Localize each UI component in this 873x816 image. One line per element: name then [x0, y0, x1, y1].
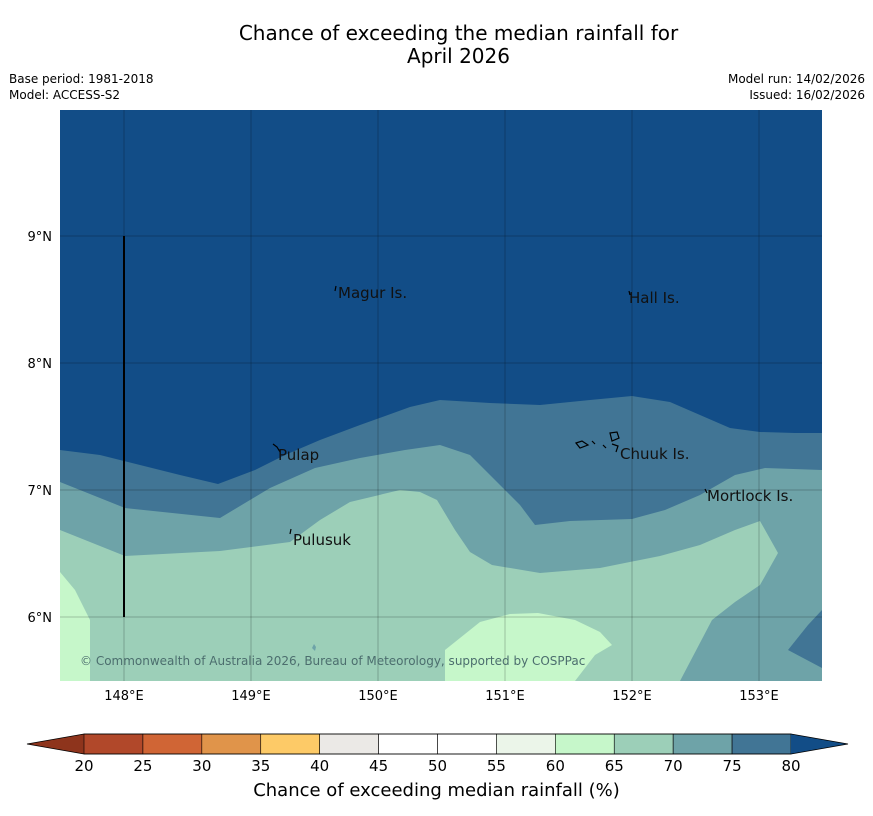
- colorbar: 20 25 30 35 40 45 50 55 60 65 70 75 80: [26, 733, 849, 775]
- colorbar-segment-60-65: [555, 733, 615, 755]
- colorbar-tick-70: 70: [664, 757, 683, 775]
- colorbar-segment-30-35: [201, 733, 262, 755]
- colorbar-tick-45: 45: [369, 757, 388, 775]
- model-name: Model: ACCESS-S2: [9, 88, 121, 102]
- title-line-1: Chance of exceeding the median rainfall …: [238, 21, 679, 45]
- band-se-patch: [788, 610, 822, 668]
- colorbar-segment-65-70: [613, 733, 674, 755]
- colorbar-over-arrow: [791, 734, 848, 754]
- lon-tick-150: 150°E: [358, 689, 398, 704]
- gridlines: [60, 110, 822, 681]
- model-run: Model run: 14/02/2026: [727, 72, 865, 86]
- colorbar-tick-65: 65: [605, 757, 624, 775]
- colorbar-outline: [26, 733, 849, 755]
- colorbar-segment-20-25: [83, 733, 144, 755]
- copyright-notice: © Commonwealth of Australia 2026, Bureau…: [80, 654, 585, 668]
- lake-marker: [312, 644, 316, 651]
- lat-tick-6n: 6°N: [28, 611, 53, 626]
- lon-tick-152: 152°E: [612, 689, 652, 704]
- lat-tick-7n: 7°N: [28, 484, 53, 499]
- colorbar-segment-75-80: [731, 733, 792, 755]
- title-line-2: April 2026: [407, 44, 510, 68]
- colorbar-tick-30: 30: [192, 757, 211, 775]
- colorbar-tick-80: 80: [781, 757, 800, 775]
- colorbar-tick-75: 75: [723, 757, 742, 775]
- colorbar-tick-55: 55: [487, 757, 506, 775]
- place-magur: Magur Is.: [338, 284, 407, 302]
- meta-right: Model run: 14/02/2026 Issued: 16/02/2026: [728, 71, 865, 103]
- colorbar-tick-35: 35: [251, 757, 270, 775]
- colorbar-tick-60: 60: [546, 757, 565, 775]
- colorbar-segment-45-50: [378, 733, 438, 755]
- lon-tick-148: 148°E: [104, 689, 144, 704]
- lon-tick-151: 151°E: [485, 689, 525, 704]
- colorbar-segment-70-75: [672, 733, 733, 755]
- place-pulap: Pulap: [278, 446, 319, 464]
- colorbar-segment-25-30: [142, 733, 203, 755]
- issued-date: Issued: 16/02/2026: [749, 88, 865, 102]
- colorbar-segment-55-60: [496, 733, 556, 755]
- lat-tick-9n: 9°N: [28, 230, 53, 245]
- colorbar-segment-40-45: [319, 733, 379, 755]
- colorbar-segment-35-40: [260, 733, 320, 755]
- colorbar-tick-20: 20: [74, 757, 93, 775]
- colorbar-under-arrow: [27, 734, 84, 754]
- meta-left: Base period: 1981-2018 Model: ACCESS-S2: [9, 71, 154, 103]
- island-outlines: [272, 285, 708, 535]
- colorbar-tick-50: 50: [428, 757, 447, 775]
- lat-tick-8n: 8°N: [28, 357, 53, 372]
- colorbar-tick-25: 25: [133, 757, 152, 775]
- colorbar-tick-40: 40: [310, 757, 329, 775]
- base-period: Base period: 1981-2018: [9, 72, 154, 86]
- place-pulusuk: Pulusuk: [293, 531, 351, 549]
- colorbar-segment-50-55: [437, 733, 497, 755]
- lon-tick-153: 153°E: [739, 689, 779, 704]
- place-chuuk: Chuuk Is.: [620, 445, 689, 463]
- place-hall: Hall Is.: [629, 289, 680, 307]
- colorbar-label: Chance of exceeding median rainfall (%): [253, 780, 620, 801]
- band-above-80: [60, 110, 822, 484]
- contour-map: [60, 110, 822, 681]
- place-mortlock: Mortlock Is.: [707, 487, 793, 505]
- chart-title: Chance of exceeding the median rainfall …: [0, 22, 873, 68]
- lon-tick-149: 149°E: [231, 689, 271, 704]
